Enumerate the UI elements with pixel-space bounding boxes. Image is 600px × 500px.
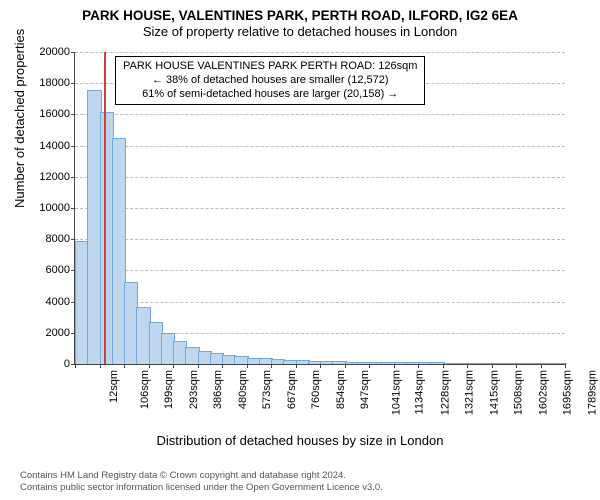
x-tick-mark	[320, 364, 321, 368]
x-tick-label: 1321sqm	[463, 370, 475, 415]
x-tick-mark	[271, 364, 272, 368]
grid-line	[75, 208, 565, 209]
x-tick-label: 1041sqm	[390, 370, 402, 415]
x-tick-label: 667sqm	[286, 370, 298, 409]
grid-line	[75, 270, 565, 271]
grid-line	[75, 52, 565, 53]
chart-container: PARK HOUSE, VALENTINES PARK, PERTH ROAD,…	[0, 0, 600, 500]
y-tick-label: 16000	[39, 108, 75, 120]
x-tick-label: 386sqm	[212, 370, 224, 409]
footer-line1: Contains HM Land Registry data © Crown c…	[20, 470, 383, 482]
grid-line	[75, 239, 565, 240]
x-tick-mark	[222, 364, 223, 368]
x-tick-label: 480sqm	[237, 370, 249, 409]
x-tick-mark	[394, 364, 395, 368]
x-tick-mark	[516, 364, 517, 368]
y-tick-label: 8000	[46, 233, 75, 245]
y-tick-label: 6000	[46, 264, 75, 276]
x-tick-label: 1415sqm	[488, 370, 500, 415]
x-tick-mark	[100, 364, 101, 368]
y-tick-label: 10000	[39, 202, 75, 214]
y-tick-label: 4000	[46, 296, 75, 308]
x-tick-mark	[443, 364, 444, 368]
x-tick-mark	[467, 364, 468, 368]
x-tick-label: 1134sqm	[413, 370, 425, 414]
x-tick-mark	[418, 364, 419, 368]
chart-subtitle: Size of property relative to detached ho…	[0, 24, 600, 39]
y-axis-label: Number of detached properties	[12, 29, 27, 208]
grid-line	[75, 302, 565, 303]
x-tick-mark	[247, 364, 248, 368]
grid-line	[75, 177, 565, 178]
x-tick-label: 854sqm	[335, 370, 347, 409]
x-tick-label: 293sqm	[188, 370, 200, 409]
x-tick-mark	[492, 364, 493, 368]
y-tick-label: 20000	[39, 46, 75, 58]
annotation-box: PARK HOUSE VALENTINES PARK PERTH ROAD: 1…	[115, 56, 425, 105]
x-tick-mark	[345, 364, 346, 368]
x-tick-label: 1228sqm	[439, 370, 451, 415]
x-tick-mark	[369, 364, 370, 368]
x-tick-mark	[149, 364, 150, 368]
x-tick-label: 1695sqm	[561, 370, 573, 415]
x-tick-label: 1508sqm	[512, 370, 524, 415]
x-tick-label: 12sqm	[108, 370, 120, 403]
chart-title: PARK HOUSE, VALENTINES PARK, PERTH ROAD,…	[0, 0, 600, 23]
x-tick-label: 760sqm	[310, 370, 322, 409]
x-tick-mark	[75, 364, 76, 368]
x-axis-label: Distribution of detached houses by size …	[0, 433, 600, 448]
x-tick-label: 947sqm	[359, 370, 371, 409]
y-tick-label: 12000	[39, 171, 75, 183]
x-tick-label: 1602sqm	[537, 370, 549, 415]
grid-line	[75, 114, 565, 115]
x-tick-label: 199sqm	[163, 370, 175, 409]
y-tick-label: 18000	[39, 77, 75, 89]
x-tick-mark	[198, 364, 199, 368]
footer-attribution: Contains HM Land Registry data © Crown c…	[20, 470, 383, 494]
x-tick-mark	[124, 364, 125, 368]
annotation-line1: PARK HOUSE VALENTINES PARK PERTH ROAD: 1…	[123, 60, 417, 74]
footer-line2: Contains public sector information licen…	[20, 482, 383, 494]
plot-area: 0200040006000800010000120001400016000180…	[74, 52, 565, 365]
x-tick-mark	[565, 364, 566, 368]
x-tick-mark	[541, 364, 542, 368]
y-tick-label: 0	[64, 358, 75, 370]
x-tick-mark	[173, 364, 174, 368]
x-tick-mark	[296, 364, 297, 368]
annotation-line2: ← 38% of detached houses are smaller (12…	[123, 74, 417, 88]
x-tick-label: 573sqm	[261, 370, 273, 409]
y-tick-label: 2000	[46, 327, 75, 339]
marker-line	[104, 52, 106, 364]
grid-line	[75, 146, 565, 147]
y-tick-label: 14000	[39, 140, 75, 152]
annotation-line3: 61% of semi-detached houses are larger (…	[123, 88, 417, 102]
x-tick-label: 106sqm	[139, 370, 151, 409]
x-tick-label: 1789sqm	[586, 370, 598, 415]
